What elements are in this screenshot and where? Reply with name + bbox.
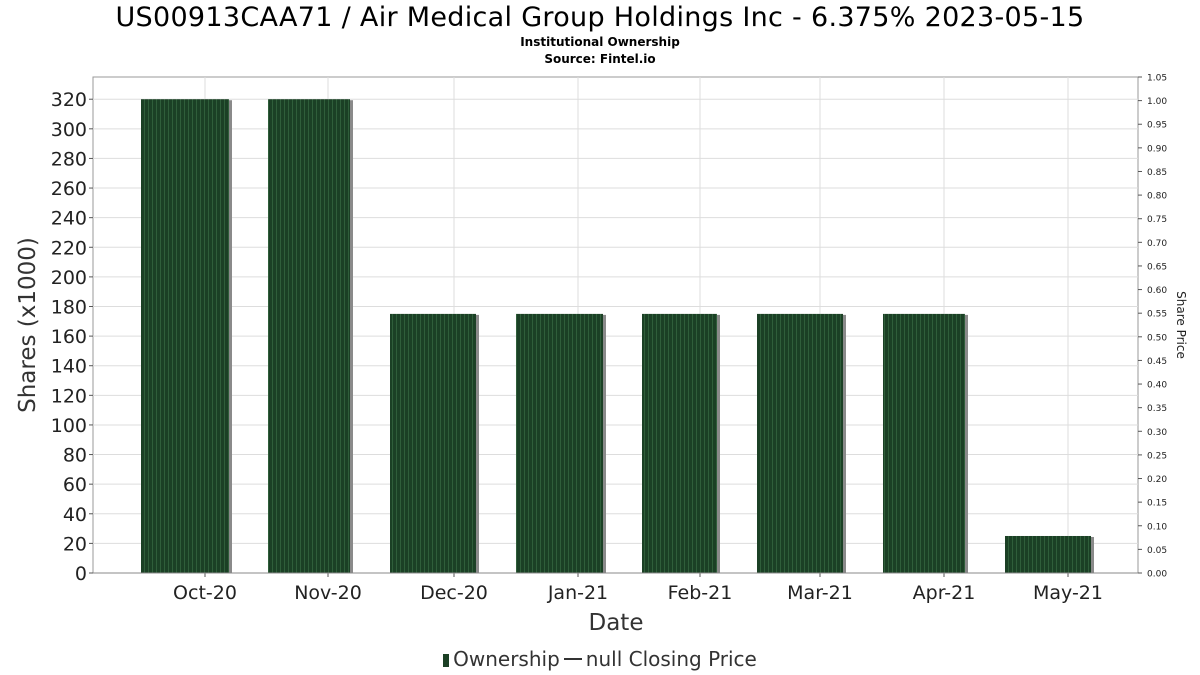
y2-tick-label: 0.15 (1147, 499, 1167, 509)
x-tick-label: Oct-20 (173, 582, 237, 604)
y2-tick-label: 0.85 (1147, 168, 1167, 178)
price-legend-line (563, 658, 582, 660)
y-tick-label: 300 (51, 119, 87, 141)
bar-ownership-Dec-20 (390, 313, 476, 573)
x-tick-label: Dec-20 (420, 582, 488, 604)
y2-tick-label: 0.45 (1147, 357, 1167, 367)
y-tick-label: 140 (51, 356, 87, 378)
y2-tick-label: 0.25 (1147, 451, 1167, 461)
legend-closing-price: null Closing Price (585, 647, 757, 671)
x-tick-label: Nov-20 (294, 582, 362, 604)
bar-ownership-May-21 (1005, 535, 1091, 573)
bar-ownership-Feb-21 (642, 313, 717, 573)
chart-subtitle: Institutional Ownership (520, 35, 680, 49)
x-axis-title: Date (589, 610, 644, 636)
y2-axis-title: Share Price (1174, 291, 1188, 359)
chart-title: US00913CAA71 / Air Medical Group Holding… (115, 2, 1085, 33)
y-tick-label: 160 (51, 326, 87, 348)
y-tick-label: 80 (63, 445, 87, 467)
y2-tick-label: 0.90 (1147, 144, 1167, 154)
bar-ownership-Mar-21 (757, 313, 843, 573)
y-tick-label: 280 (51, 148, 87, 170)
x-tick-label: Feb-21 (668, 582, 733, 604)
y2-tick-label: 0.35 (1147, 404, 1167, 414)
y-tick-label: 100 (51, 415, 87, 437)
y-tick-label: 260 (51, 178, 87, 200)
y2-tick-label: 0.60 (1147, 286, 1167, 296)
plot-area (92, 76, 1139, 574)
x-tick-label: Jan-21 (547, 582, 608, 604)
y-tick-label: 220 (51, 237, 87, 259)
y-tick-label: 20 (63, 533, 87, 555)
bar-ownership-Apr-21 (883, 313, 965, 573)
y2-tick-label: 0.40 (1147, 381, 1167, 391)
y-tick-label: 40 (63, 504, 87, 526)
y-tick-label: 200 (51, 267, 87, 289)
bar-ownership-Oct-20 (141, 99, 229, 573)
y2-tick-label: 0.20 (1147, 475, 1167, 485)
bar-ownership-Jan-21 (516, 313, 603, 573)
y2-tick-label: 0.05 (1147, 546, 1167, 556)
y2-tick-label: 0.80 (1147, 192, 1167, 202)
y2-tick-label: 0.55 (1147, 310, 1167, 320)
y2-tick-label: 0.30 (1147, 428, 1167, 438)
y-tick-label: 180 (51, 296, 87, 318)
y-tick-label: 60 (63, 474, 87, 496)
y2-tick-label: 0.65 (1147, 262, 1167, 272)
y2-tick-label: 0.00 (1147, 570, 1167, 580)
y-tick-label: 0 (75, 563, 87, 585)
chart-legend: Ownership null Closing Price (0, 647, 1200, 671)
ownership-legend-swatch (443, 654, 450, 667)
y-tick-label: 240 (51, 208, 87, 230)
x-tick-label: Apr-21 (913, 582, 976, 604)
legend-ownership: Ownership (453, 647, 560, 671)
y2-tick-label: 0.50 (1147, 333, 1167, 343)
y2-tick-label: 0.10 (1147, 522, 1167, 532)
chart-source: Source: Fintel.io (544, 52, 656, 66)
bar-ownership-Nov-20 (268, 99, 350, 573)
x-tick-label: Mar-21 (787, 582, 853, 604)
y-axis-title: Shares (x1000) (15, 237, 41, 413)
y2-tick-label: 1.00 (1147, 97, 1167, 107)
y-tick-label: 320 (51, 89, 87, 111)
y2-tick-label: 1.05 (1147, 74, 1167, 84)
y2-tick-label: 0.70 (1147, 239, 1167, 249)
y2-tick-label: 0.75 (1147, 215, 1167, 225)
y2-tick-label: 0.95 (1147, 121, 1167, 131)
y-tick-label: 120 (51, 385, 87, 407)
x-tick-label: May-21 (1033, 582, 1103, 604)
